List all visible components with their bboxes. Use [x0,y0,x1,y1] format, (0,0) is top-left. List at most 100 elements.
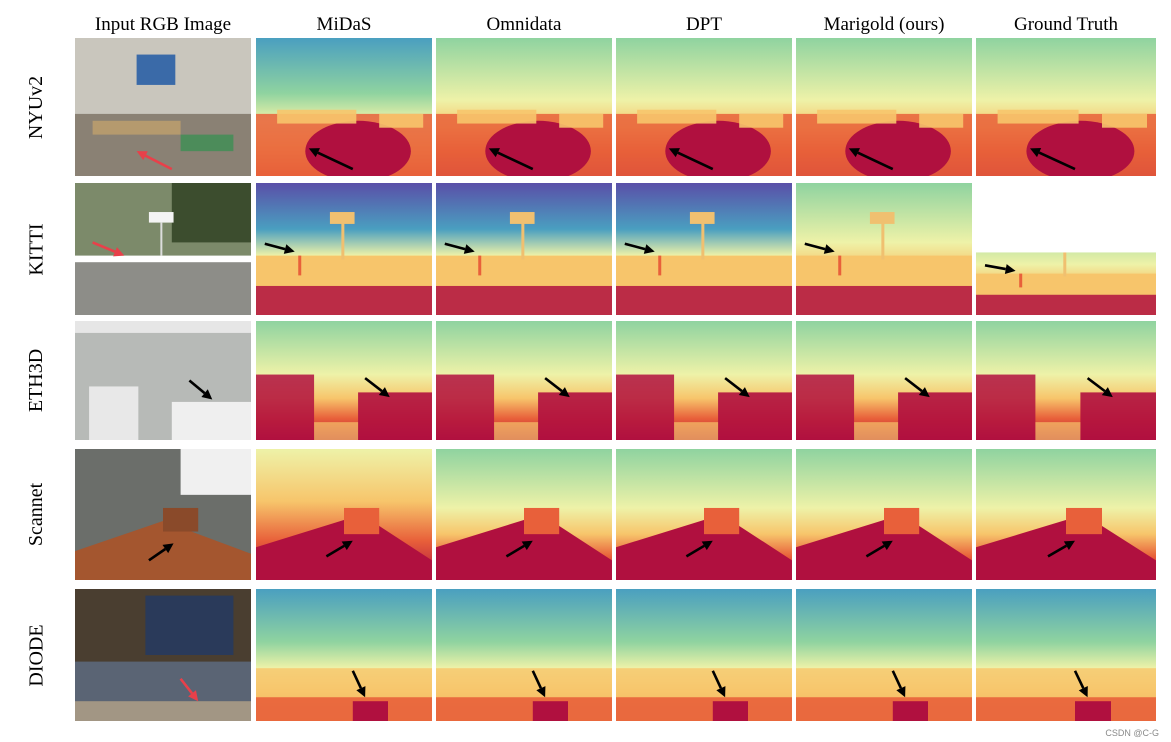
stained-windows [145,595,234,655]
watermark: CSDN @C-G [1105,728,1159,738]
floor-region [674,422,719,440]
arrow-head [521,540,533,551]
arrow-shaft [677,151,714,171]
image-scannet-ground-truth [976,449,1156,580]
road-near [436,285,612,315]
sign-pole [521,222,525,260]
image-scannet-dpt [616,449,792,580]
near-seat [1075,701,1111,721]
near-chair [665,120,771,176]
image-diode-omnidata [436,589,612,721]
foosball-table [1080,392,1156,440]
arrow-shaft [505,544,525,558]
arrow-head [201,389,213,400]
dark-trees [171,183,251,243]
arrow-head [738,387,750,398]
arrow-shaft [264,242,286,251]
window-light [180,449,251,495]
arrow-shaft [144,154,173,171]
arrow-head [378,387,390,398]
row-label-kitti: KITTI [25,222,48,276]
arrow-head [283,244,295,254]
row-label-nyuv2: NYUv2 [25,75,48,139]
arrow-head [356,686,366,698]
arrow-shaft [179,677,194,695]
image-scannet-input [75,449,251,580]
foosball-table [358,392,432,440]
arrow-shaft [891,670,903,689]
image-scannet-marigold [796,449,972,580]
arrow-shaft [724,377,743,393]
column-header-marigold: Marigold (ours) [823,14,945,35]
table-surface [277,109,357,124]
post [838,255,842,276]
road [75,262,251,315]
arrow-head [823,244,835,254]
row-label-eth3d: ETH3D [25,348,48,413]
image-diode-midas [256,589,432,721]
arrow-shaft [325,544,345,558]
image-scannet-midas [256,449,432,580]
near-chair [1026,120,1135,176]
near-seat [532,701,568,721]
floor-region [1035,422,1081,440]
arrow-head [716,686,726,698]
arrow-head [701,540,713,551]
desk [92,120,181,135]
arrow-head [463,244,475,254]
arrow-shaft [188,379,206,395]
near-seat [712,701,748,721]
sign-board [689,212,715,224]
front-seats [436,697,612,721]
column-header-dpt: DPT [686,14,722,35]
chair-back [884,507,920,535]
floor [75,701,251,721]
arrow-shaft [364,377,383,393]
column-header-omnidata: Omnidata [486,14,562,35]
arrow-head [188,690,199,702]
arrow-head [881,540,893,551]
post [298,255,302,276]
image-diode-marigold [796,589,972,721]
sign-pole [1063,250,1067,277]
front-seats [256,697,432,721]
left-furniture [796,374,855,440]
image-diode-dpt [616,589,792,721]
left-furniture [976,374,1036,440]
post [658,255,662,276]
arrow-head [643,244,655,254]
sign-pole [341,222,345,260]
arrow-shaft [351,670,363,689]
near-chair [485,120,591,176]
image-nyuv2-marigold [796,38,972,176]
chair-back [524,507,560,535]
arrow-head [113,247,125,257]
table-surface [997,109,1079,124]
front-seats [616,697,792,721]
image-eth3d-omnidata [436,321,612,440]
arrow-shaft [984,264,1006,271]
front-seats [796,697,972,721]
chair-back [1066,507,1102,535]
image-diode-input [75,589,251,721]
image-nyuv2-dpt [616,38,792,176]
foosball-table [538,392,612,440]
sign-pole [160,222,163,256]
arrow-shaft [497,151,534,171]
arrow-head [1004,264,1016,274]
image-kitti-omnidata [436,183,612,315]
left-furniture [256,374,315,440]
arrow-shaft [1073,670,1085,689]
image-kitti-midas [256,183,432,315]
image-diode-ground-truth [976,589,1156,721]
arrow-head [341,540,353,551]
image-nyuv2-ground-truth [976,38,1156,176]
near-seat [352,701,388,721]
image-kitti-dpt [616,183,792,315]
arrow-shaft [1038,151,1076,171]
sign-pole [881,222,885,260]
road-near [616,285,792,315]
cabinet [89,386,139,440]
arrow-shaft [317,151,354,171]
arrow-head [1101,387,1113,398]
